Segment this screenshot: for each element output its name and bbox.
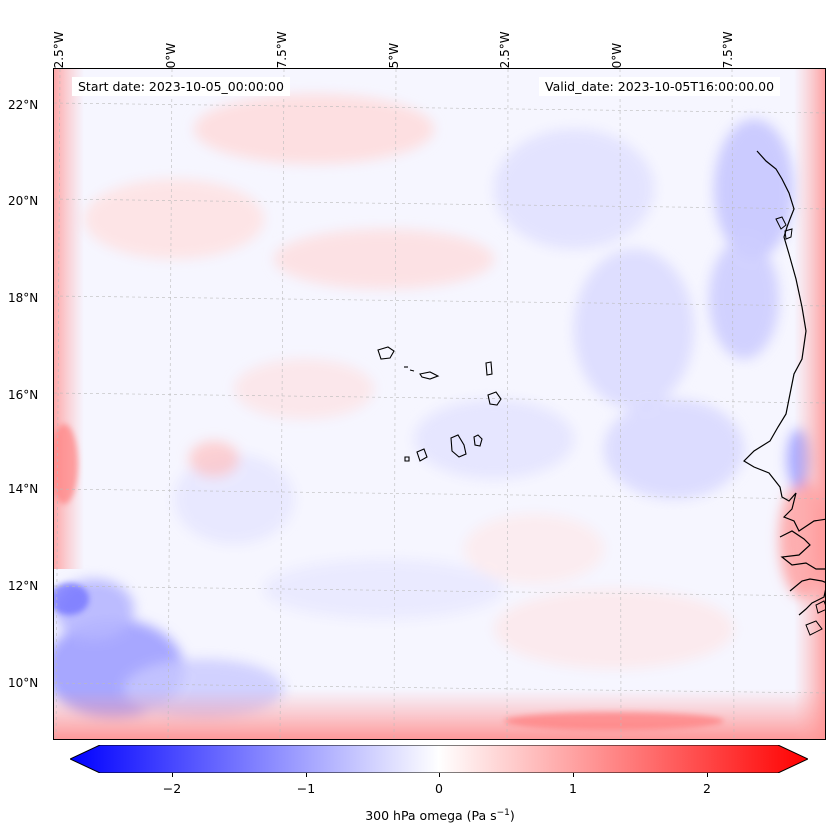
right-boundary-zone (794, 69, 825, 739)
island-maio (473, 434, 483, 447)
cb-tick-mark-2 (707, 773, 708, 777)
coast-fragment-4 (805, 620, 823, 636)
cb-tick-mark-neg2 (172, 773, 173, 777)
cb-tick-label-1: 1 (569, 781, 577, 796)
island-sal (485, 361, 493, 376)
bottom-boundary-zone (54, 689, 825, 739)
coast-fragment-2 (784, 228, 793, 240)
island-santiago (450, 434, 467, 458)
island-fogo (416, 448, 428, 462)
colorbar-label: 300 hPa omega (Pa s−1) (365, 808, 515, 824)
cb-tick-label-0: 0 (435, 781, 443, 796)
lat-label-10n: 10°N (8, 676, 39, 690)
omega-field-map (54, 69, 825, 739)
coast-fragment-3 (815, 600, 825, 614)
coast-fragment-1 (775, 216, 787, 230)
cb-tick-label-neg2: −2 (162, 781, 182, 796)
lat-label-14n: 14°N (8, 482, 39, 496)
island-brava (404, 456, 410, 462)
colorbar-gradient (68, 744, 810, 774)
cb-tick-mark-1 (573, 773, 574, 777)
valid-date-label: Valid_date: 2023-10-05T16:00:00.00 (539, 77, 781, 96)
colorbar (68, 744, 810, 774)
map-panel (53, 68, 826, 740)
island-santo-antao (377, 346, 395, 360)
lat-label-22n: 22°N (8, 98, 39, 112)
cb-tick-mark-0 (439, 773, 440, 777)
island-sao-nicolau (419, 371, 440, 380)
omega-anomalies (54, 94, 825, 719)
start-date-label: Start date: 2023-10-05_00:00:00 (72, 77, 290, 96)
cape-verde-islands (377, 346, 502, 462)
island-santa-luzia (409, 369, 415, 372)
graticule (54, 69, 825, 739)
cb-tick-label-2: 2 (703, 781, 711, 796)
lat-label-20n: 20°N (8, 194, 39, 208)
cb-tick-label-neg1: −1 (296, 781, 316, 796)
lat-label-18n: 18°N (8, 291, 39, 305)
cb-tick-mark-neg1 (306, 773, 307, 777)
lat-label-16n: 16°N (8, 388, 39, 402)
island-boa-vista (487, 391, 502, 406)
lat-label-12n: 12°N (8, 579, 39, 593)
africa-coastline (743, 150, 825, 616)
